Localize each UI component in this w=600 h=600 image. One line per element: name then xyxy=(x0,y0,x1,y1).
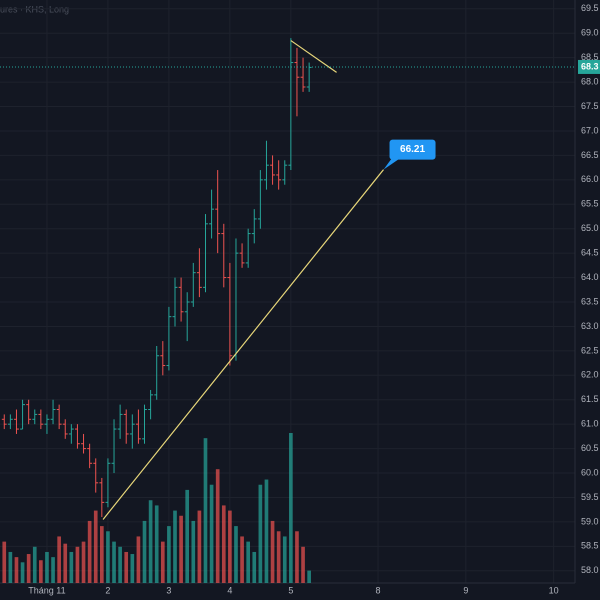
y-tick-label: 60.0 xyxy=(581,467,599,477)
y-tick-label: 68.5 xyxy=(581,52,599,62)
watermark: ures · KHS, Long xyxy=(0,4,69,14)
volume-bar xyxy=(51,557,55,583)
volume-bar xyxy=(93,510,98,583)
y-tick-label: 58.5 xyxy=(581,541,599,551)
y-tick-label: 65.5 xyxy=(581,199,599,209)
x-tick-label: 2 xyxy=(105,585,110,595)
volume-bar xyxy=(57,536,61,583)
volume-bar xyxy=(270,520,275,583)
volume-bar xyxy=(185,489,190,583)
y-tick-label: 68.0 xyxy=(581,76,599,86)
volume-bar xyxy=(14,557,19,583)
volume-bar xyxy=(295,531,299,583)
volume-bar xyxy=(289,433,293,583)
volume-bar xyxy=(63,543,68,583)
volume-bar xyxy=(282,536,287,583)
volume-bar xyxy=(148,500,153,583)
y-tick-label: 69.0 xyxy=(581,28,599,38)
volume-bar xyxy=(8,551,13,583)
volume-bar xyxy=(215,469,220,583)
x-tick-label: 5 xyxy=(288,585,293,595)
volume-bar xyxy=(75,546,80,583)
volume-bar xyxy=(307,570,311,583)
y-tick-label: 65.0 xyxy=(581,223,599,233)
volume-bar xyxy=(112,541,116,583)
volume-bar xyxy=(142,520,147,583)
y-tick-label: 59.5 xyxy=(581,492,599,502)
y-tick-label: 67.0 xyxy=(581,125,599,135)
y-tick-label: 59.0 xyxy=(581,516,599,526)
volume-bar xyxy=(130,554,135,583)
volume-bar xyxy=(118,546,122,583)
y-tick-label: 64.5 xyxy=(581,248,599,258)
price-callout xyxy=(389,139,436,160)
volume-bar xyxy=(228,510,232,583)
callout-label: 66.21 xyxy=(400,144,425,155)
volume-bar xyxy=(301,546,305,583)
volume-bar xyxy=(160,541,165,583)
volume-bar xyxy=(179,515,183,583)
y-tick-label: 58.0 xyxy=(581,565,599,575)
volume-bar xyxy=(124,551,129,583)
volume-bar xyxy=(167,526,171,583)
volume-bar xyxy=(100,526,104,583)
x-tick-label: 8 xyxy=(376,585,381,595)
volume-bar xyxy=(20,562,25,583)
y-tick-label: 63.5 xyxy=(581,296,599,306)
volume-bar xyxy=(39,560,43,583)
y-tick-label: 61.5 xyxy=(581,394,599,404)
y-tick-label: 61.0 xyxy=(581,419,599,429)
y-tick-label: 67.5 xyxy=(581,101,599,111)
volume-bar xyxy=(87,520,92,583)
trend-line xyxy=(290,40,337,73)
y-tick-label: 63.0 xyxy=(581,321,599,331)
volume-bar xyxy=(173,510,177,583)
volume-bar xyxy=(2,541,7,583)
x-tick-label: 10 xyxy=(549,585,559,595)
y-tick-label: 62.0 xyxy=(581,370,599,380)
volume-bar xyxy=(197,510,202,583)
volume-bar xyxy=(81,541,86,583)
x-tick-label: Tháng 11 xyxy=(28,585,65,595)
volume-bar xyxy=(246,541,250,583)
volume-bar xyxy=(26,554,31,583)
volume-bar xyxy=(258,484,263,583)
callout-pointer xyxy=(383,158,400,170)
volume-bar xyxy=(32,546,37,583)
trend-line xyxy=(102,169,385,520)
volume-bar xyxy=(69,551,74,583)
volume-bar xyxy=(234,526,238,583)
volume-bar xyxy=(264,479,269,583)
x-tick-label: 4 xyxy=(227,585,232,595)
y-tick-label: 69.5 xyxy=(581,3,599,13)
volume-bar xyxy=(106,531,110,583)
y-tick-label: 60.5 xyxy=(581,443,599,453)
y-tick-label: 66.5 xyxy=(581,150,599,160)
y-tick-label: 66.0 xyxy=(581,174,599,184)
x-tick-label: 3 xyxy=(166,585,171,595)
y-tick-label: 64.0 xyxy=(581,272,599,282)
y-tick-label: 62.5 xyxy=(581,345,599,355)
volume-bar xyxy=(136,536,141,583)
volume-bar xyxy=(221,505,226,583)
volume-bar xyxy=(154,505,159,583)
volume-bar xyxy=(240,536,244,583)
x-tick-label: 9 xyxy=(463,585,468,595)
volume-bar xyxy=(191,520,196,583)
volume-bar xyxy=(45,551,49,583)
volume-bar xyxy=(252,551,257,583)
volume-bar xyxy=(203,438,208,583)
last-price-label: 68.3 xyxy=(581,61,599,71)
last-price-box xyxy=(578,59,600,74)
volume-bar xyxy=(209,484,214,583)
volume-bar xyxy=(276,531,281,583)
